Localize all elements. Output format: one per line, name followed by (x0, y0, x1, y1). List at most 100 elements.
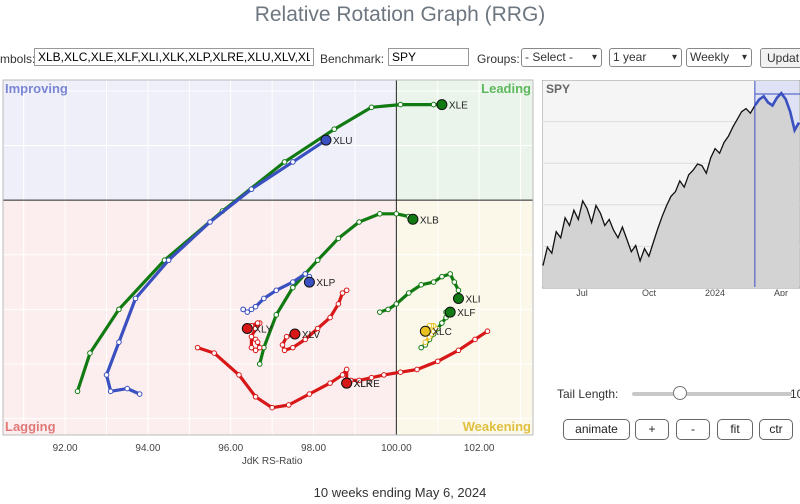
series-point (430, 279, 437, 285)
series-xlc: XLC (419, 322, 452, 345)
animate-button[interactable]: animate (563, 419, 630, 440)
series-point (484, 328, 491, 335)
center-button[interactable]: ctr (759, 419, 793, 440)
series-head (407, 213, 419, 225)
series-point (281, 347, 288, 354)
spy-x-tick-label: 2024 (705, 288, 725, 296)
zoom-in-button[interactable]: + (635, 419, 669, 440)
series-point (116, 306, 122, 313)
series-point (207, 219, 213, 225)
series-point (339, 290, 346, 296)
series-point (397, 101, 404, 108)
tail-length-slider-thumb[interactable] (673, 386, 687, 400)
series-xle: XLE (74, 99, 468, 395)
series-head (289, 328, 301, 340)
series-point (414, 366, 420, 373)
series-head (320, 134, 332, 146)
series-point (252, 325, 259, 332)
chevron-down-icon: ▾ (591, 52, 597, 63)
series-point (132, 295, 139, 302)
series-point (397, 369, 404, 375)
series-point (281, 159, 288, 165)
rrg-chart[interactable]: Improving Leading Lagging Weakening 92.00 94.… (0, 78, 540, 468)
series-xlk: XLK (341, 328, 491, 390)
zoom-out-button[interactable]: - (676, 419, 710, 440)
quadrant-label-lagging: Lagging (5, 419, 56, 434)
tail-length-slider[interactable] (632, 392, 792, 396)
series-point (107, 388, 114, 395)
series-point (252, 347, 259, 354)
series-point (290, 159, 296, 165)
series-point (252, 303, 259, 310)
series-point (248, 333, 255, 340)
series-label: XLB (420, 215, 439, 226)
series-point (447, 271, 453, 277)
series-point (314, 257, 321, 264)
series-label: XLF (457, 308, 475, 319)
series-point (451, 279, 458, 285)
series-point (430, 101, 437, 108)
quadrant-lagging (3, 200, 397, 435)
series-point (418, 344, 425, 351)
x-tick-label: 100.00 (381, 443, 412, 454)
series-point (455, 347, 462, 354)
frequency-select-value: Weekly (690, 50, 730, 64)
quadrant-label-weakening: Weakening (463, 419, 531, 434)
series-point (124, 385, 131, 392)
series-point (285, 402, 292, 408)
x-tick-label: 94.00 (135, 443, 160, 454)
x-tick-label: 96.00 (218, 443, 243, 454)
series-head (436, 99, 448, 111)
period-select[interactable]: 1 year ▾ (609, 48, 682, 67)
series-point (472, 336, 478, 343)
series-point (376, 211, 383, 217)
series-point (405, 290, 412, 296)
series-head (341, 377, 353, 389)
spy-chart: SPY Jul Oct 2024 Apr (542, 80, 800, 296)
series-point (74, 388, 81, 395)
spy-highlight-line (753, 91, 800, 134)
series-point (211, 350, 217, 356)
series-point (269, 404, 275, 411)
series-point (439, 320, 445, 326)
series-point (236, 372, 242, 378)
series-xlb: XLB (256, 211, 439, 367)
series-point (331, 126, 338, 132)
series-xli: XLI (376, 271, 480, 315)
series-point (116, 339, 122, 345)
series-point (290, 279, 296, 285)
benchmark-input[interactable] (388, 48, 469, 66)
quadrant-weakening (396, 200, 533, 435)
chevron-down-icon: ▾ (741, 52, 747, 63)
series-point (368, 374, 375, 381)
quadrant-label-leading: Leading (481, 81, 531, 96)
series-point (327, 380, 333, 386)
update-button[interactable]: Updat (760, 48, 800, 68)
spy-x-tick-label: Jul (576, 288, 588, 296)
spy-title: SPY (546, 82, 570, 96)
series-point (343, 287, 350, 294)
series-point (439, 273, 445, 280)
series-point (248, 344, 255, 351)
spy-x-tick-label: Oct (642, 288, 657, 296)
groups-select-value: - Select - (525, 50, 574, 64)
frequency-select[interactable]: Weekly ▾ (686, 48, 752, 67)
series-point (314, 325, 321, 332)
series-point (393, 211, 400, 217)
fit-button[interactable]: fit (717, 419, 753, 440)
series-point (283, 333, 290, 340)
series-xly: XLY (241, 320, 273, 354)
tail-length-label: Tail Length: (557, 387, 619, 401)
series-point (356, 219, 362, 225)
series-point (248, 306, 255, 313)
series-label: XLK (354, 379, 373, 390)
series-head (452, 292, 464, 304)
series-point (165, 257, 172, 264)
series-point (385, 306, 391, 313)
symbols-label: mbols: (0, 52, 36, 66)
series-label: XLU (333, 136, 352, 147)
page-title: Relative Rotation Graph (RRG) (254, 3, 546, 26)
symbols-input[interactable] (34, 48, 314, 66)
benchmark-label: Benchmark: (320, 52, 385, 66)
groups-select[interactable]: - Select - ▾ (521, 48, 602, 67)
